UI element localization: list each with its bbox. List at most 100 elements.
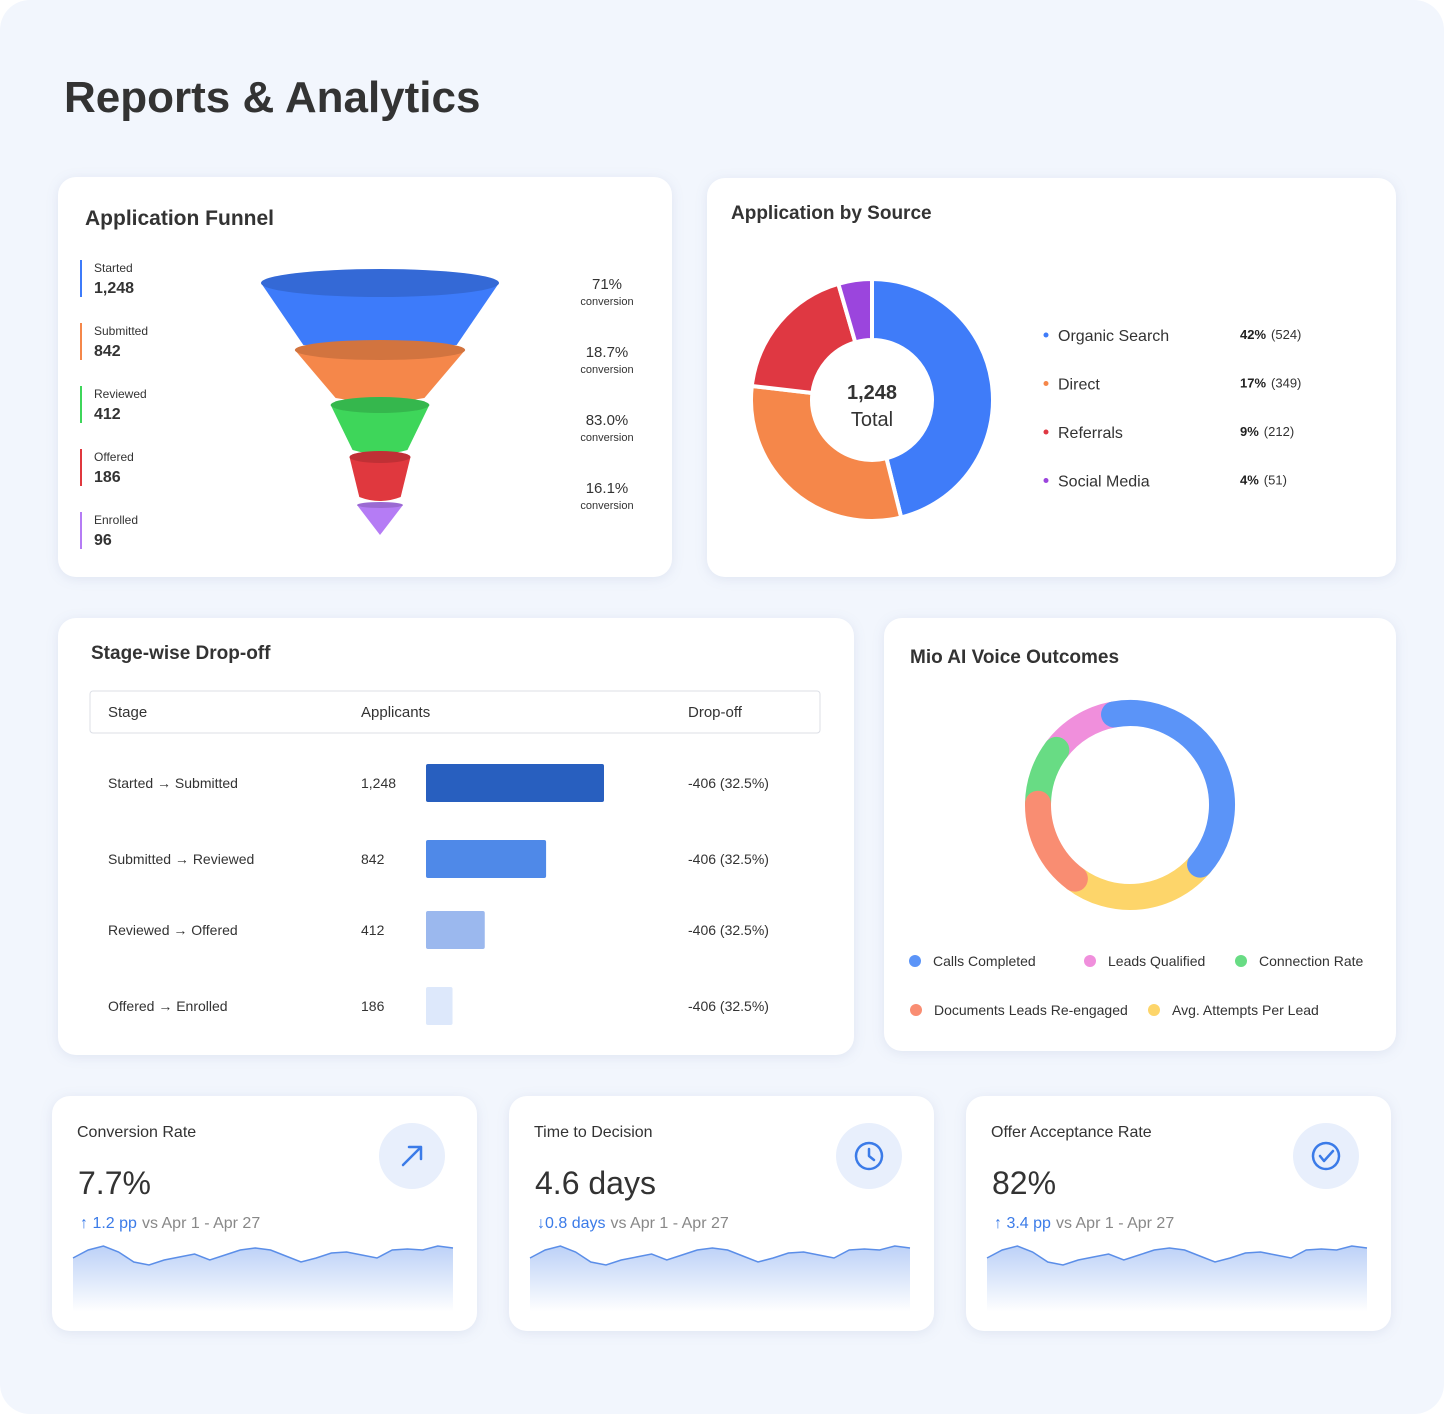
card — [58, 618, 854, 1055]
legend-dot — [910, 1004, 922, 1016]
legend-count: (51) — [1264, 473, 1287, 488]
legend-dot — [1043, 381, 1049, 386]
card-title: Stage-wise Drop-off — [91, 643, 271, 664]
legend-value: 4% (51) — [1240, 473, 1287, 488]
kpi-delta-line: ↑ 1.2 pp vs Apr 1 - Apr 27 — [80, 1215, 260, 1232]
applicants: 1,248 — [361, 775, 396, 791]
dropoff: -406 (32.5%) — [688, 922, 769, 938]
legend-percent: 17% — [1240, 376, 1266, 391]
stage-value: 412 — [94, 406, 121, 423]
funnel-layer-top — [261, 269, 499, 297]
kpi-icon-bg — [1293, 1123, 1359, 1189]
legend-percent: 9% — [1240, 424, 1259, 439]
donut-segment — [835, 276, 874, 345]
legend-dot — [1043, 478, 1049, 483]
kpi-value: 82% — [992, 1165, 1056, 1201]
donut-caption: Total — [851, 409, 893, 431]
kpi-value: 7.7% — [78, 1165, 151, 1201]
card-title: Application by Source — [731, 203, 932, 224]
sparkline-area — [987, 1246, 1367, 1312]
ring-segment — [1101, 700, 1235, 878]
funnel-layer — [261, 283, 499, 349]
funnel-layer-shade — [294, 340, 466, 360]
kpi-comparison: vs Apr 1 - Apr 27 — [142, 1215, 260, 1232]
kpi-delta: ↓0.8 days — [537, 1215, 605, 1232]
funnel-layer-shade — [349, 451, 411, 463]
kpi-value: 4.6 days — [535, 1165, 656, 1201]
conversion-value: 16.1% — [586, 480, 629, 497]
kpi-title: Conversion Rate — [77, 1124, 196, 1141]
funnel-layer-shade — [357, 502, 403, 508]
kpi-comparison: vs Apr 1 - Apr 27 — [1056, 1215, 1174, 1232]
legend-count: (524) — [1271, 327, 1301, 342]
funnel-layer-shade — [261, 269, 499, 297]
conversion-label: conversion — [580, 364, 633, 376]
funnel-layer-top — [294, 340, 466, 360]
legend-label: Direct — [1058, 377, 1100, 394]
ring-segment — [1025, 790, 1088, 892]
funnel-layer — [330, 405, 430, 454]
kpi-icon — [401, 1145, 423, 1167]
legend-count: (349) — [1271, 376, 1301, 391]
conversion-value: 83.0% — [586, 412, 629, 429]
legend-label: Social Media — [1058, 474, 1150, 491]
stage-label: Reviewed — [94, 387, 147, 401]
kpi-delta: ↑ 1.2 pp — [80, 1215, 137, 1232]
stage-label: Submitted — [94, 324, 148, 338]
conversion-value: 18.7% — [586, 344, 629, 361]
funnel-layer — [294, 350, 466, 402]
stage-name: Started → Submitted — [108, 775, 238, 791]
funnel-layer — [357, 505, 403, 535]
stage-name: Offered → Enrolled — [108, 998, 228, 1014]
dropoff: -406 (32.5%) — [688, 998, 769, 1014]
ring-segment — [1061, 851, 1214, 910]
legend-dot — [1148, 1004, 1160, 1016]
donut-segment — [870, 276, 995, 520]
card — [884, 618, 1396, 1051]
kpi-delta-line: ↑ 3.4 pp vs Apr 1 - Apr 27 — [994, 1215, 1174, 1232]
funnel-layer — [349, 457, 411, 501]
legend-dot — [1084, 955, 1096, 967]
legend-percent: 42% — [1240, 327, 1266, 342]
stage-label: Enrolled — [94, 513, 138, 527]
stage-label: Started — [94, 261, 133, 275]
kpi-icon — [854, 1141, 884, 1171]
kpi-icon — [1311, 1141, 1341, 1171]
funnel-layer-top — [349, 451, 411, 463]
kpi-delta-line: ↓0.8 days vs Apr 1 - Apr 27 — [537, 1215, 729, 1232]
sparkline — [529, 1245, 911, 1266]
legend-label: Avg. Attempts Per Lead — [1172, 1002, 1319, 1018]
stage-value: 842 — [94, 343, 121, 360]
sparkline — [72, 1245, 454, 1266]
legend-label: Referrals — [1058, 425, 1123, 442]
card-title: Application Funnel — [85, 207, 274, 230]
kpi-title: Time to Decision — [534, 1124, 653, 1141]
donut-total: 1,248 — [847, 382, 897, 404]
conversion-value: 71% — [592, 276, 622, 293]
legend-label: Leads Qualified — [1108, 953, 1205, 969]
kpi-comparison: vs Apr 1 - Apr 27 — [610, 1215, 728, 1232]
column-header: Applicants — [361, 704, 430, 721]
donut-segment — [749, 383, 904, 523]
applicants: 412 — [361, 922, 385, 938]
applicants-bar — [426, 840, 547, 878]
stage-name: Submitted → Reviewed — [108, 851, 254, 867]
applicants: 842 — [361, 851, 385, 867]
applicants: 186 — [361, 998, 385, 1014]
legend-count: (212) — [1264, 424, 1294, 439]
legend-label: Documents Leads Re-engaged — [934, 1002, 1128, 1018]
stage-value: 186 — [94, 469, 121, 486]
legend-dot — [909, 955, 921, 967]
kpi-delta: ↑ 3.4 pp — [994, 1215, 1051, 1232]
stage-label: Offered — [94, 450, 134, 464]
applicants-bar — [426, 764, 604, 802]
conversion-label: conversion — [580, 296, 633, 308]
conversion-label: conversion — [580, 500, 633, 512]
legend-dot — [1043, 429, 1049, 435]
stage-name: Reviewed → Offered — [108, 922, 238, 938]
column-header: Drop-off — [688, 704, 743, 721]
legend-value: 17% (349) — [1240, 376, 1301, 391]
stage-value: 1,248 — [94, 280, 134, 297]
legend-label: Organic Search — [1058, 328, 1169, 345]
